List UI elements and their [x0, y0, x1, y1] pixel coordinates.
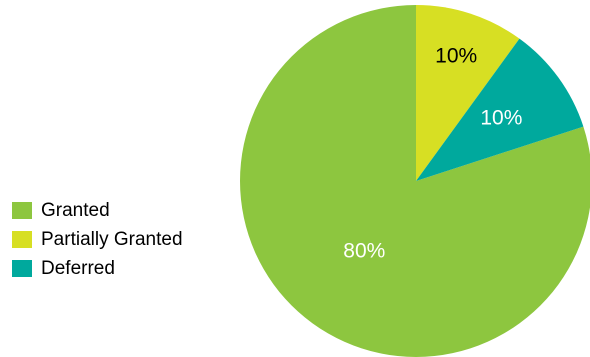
- legend-swatch-partially-granted: [12, 231, 32, 248]
- pie-label-partially-granted: 10%: [435, 45, 477, 68]
- legend-item-partially-granted: Partially Granted: [12, 225, 183, 254]
- legend: Granted Partially Granted Deferred: [12, 196, 183, 283]
- pie-slice-partially-granted: [416, 5, 520, 181]
- legend-item-deferred: Deferred: [12, 254, 183, 283]
- legend-item-granted: Granted: [12, 196, 183, 225]
- pie-slices: [240, 5, 590, 357]
- pie-slice-deferred: [416, 38, 584, 181]
- legend-swatch-granted: [12, 202, 32, 219]
- legend-label-partially-granted: Partially Granted: [41, 228, 183, 250]
- legend-label-granted: Granted: [41, 199, 110, 221]
- legend-swatch-deferred: [12, 260, 32, 277]
- pie-label-granted: 80%: [343, 240, 385, 263]
- pie-slice-labels: 80% 10% 10%: [343, 45, 522, 263]
- legend-label-deferred: Deferred: [41, 257, 115, 279]
- pie-label-deferred: 10%: [480, 106, 522, 129]
- pie-slice-granted: [240, 5, 590, 357]
